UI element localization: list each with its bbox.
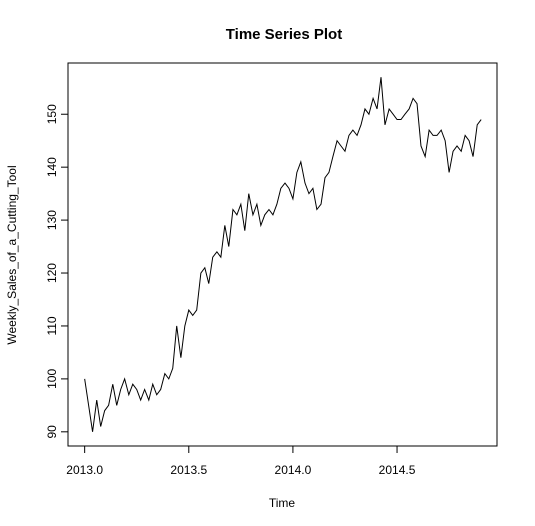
y-tick-label: 150 bbox=[45, 104, 59, 124]
plot-box bbox=[67, 62, 498, 447]
y-tick-label: 100 bbox=[45, 369, 59, 389]
y-tick-label: 120 bbox=[45, 263, 59, 283]
y-tick-label: 140 bbox=[45, 157, 59, 177]
y-tick-label: 90 bbox=[45, 425, 59, 439]
x-tick-label: 2013.5 bbox=[170, 463, 207, 477]
line-series bbox=[84, 77, 482, 432]
x-axis-label: Time bbox=[269, 496, 296, 510]
y-tick-label: 110 bbox=[45, 316, 59, 335]
x-tick-label: 2014.0 bbox=[275, 463, 312, 477]
chart-title: Time Series Plot bbox=[226, 26, 342, 43]
x-tick-label: 2014.5 bbox=[379, 463, 416, 477]
x-tick-label: 2013.0 bbox=[66, 463, 103, 477]
y-tick-label: 130 bbox=[45, 210, 59, 230]
y-axis-label: Weekly_Sales_of_a_Cutting_Tool bbox=[5, 165, 19, 344]
